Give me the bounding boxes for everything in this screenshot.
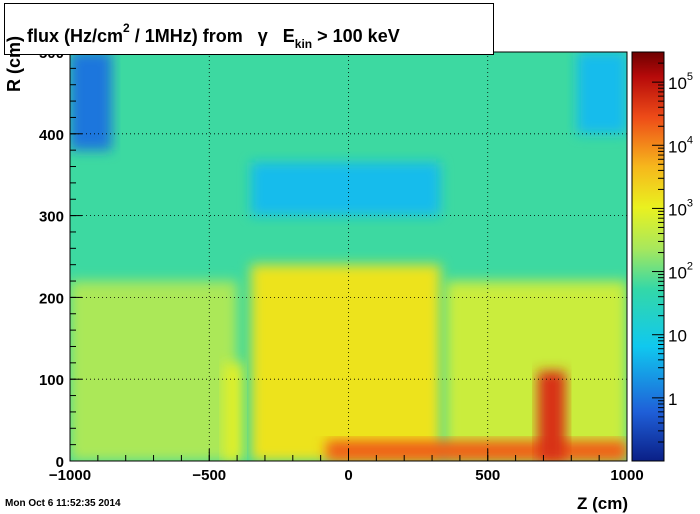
chart-title: flux (Hz/cm2 / 1MHz) from γ Ekin > 100 k… — [27, 21, 400, 51]
region-left-cap-low — [70, 281, 238, 461]
x-tick-label: −1000 — [49, 467, 91, 484]
region-beam-line — [326, 440, 627, 461]
y-axis-label: R (cm) — [4, 35, 24, 92]
y-tick-label: 300 — [39, 209, 64, 226]
y-tick-label: 200 — [39, 290, 64, 307]
colorbar-tick-label: 105 — [668, 71, 693, 93]
region-bottom-left — [223, 362, 243, 461]
y-tick-label: 100 — [39, 372, 64, 389]
region-central-slab — [251, 162, 441, 216]
colorbar-axis: 1 10 102 103 104 105 — [652, 51, 693, 443]
region-upper-left-corner — [70, 52, 112, 151]
chart-title-box: flux (Hz/cm2 / 1MHz) from γ Ekin > 100 k… — [4, 3, 494, 55]
timestamp: Mon Oct 6 11:52:35 2014 — [5, 498, 121, 509]
colorbar-tick-label: 1 — [668, 390, 677, 409]
region-hot-spot — [537, 371, 566, 461]
x-axis: −1000 −500 0 500 1000 — [49, 449, 644, 484]
x-tick-label: 1000 — [610, 467, 643, 484]
x-tick-label: 0 — [344, 467, 352, 484]
x-tick-label: 500 — [475, 467, 500, 484]
region-right-cap-low — [445, 281, 627, 461]
region-upper-right-corner — [576, 52, 627, 134]
colorbar-tick-label: 104 — [668, 134, 693, 156]
colorbar-tick-label: 10 — [668, 327, 687, 346]
colorbar-tick-label: 102 — [668, 261, 693, 283]
x-axis-label: Z (cm) — [577, 494, 628, 513]
colorbar — [631, 51, 665, 462]
gamma-symbol: γ — [257, 26, 268, 46]
y-tick-label: 0 — [56, 454, 64, 471]
region-central-body — [251, 264, 441, 461]
grid-lines — [70, 52, 627, 461]
x-tick-label: −500 — [192, 467, 226, 484]
colorbar-tick-label: 103 — [668, 197, 693, 219]
y-tick-label: 400 — [39, 127, 64, 144]
